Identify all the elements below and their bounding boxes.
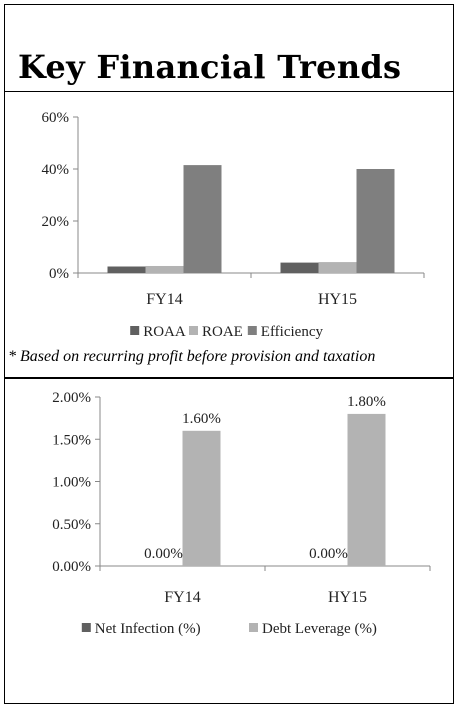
legend-swatch: [130, 326, 140, 335]
bar-efficiency: [356, 169, 395, 273]
legend-label: ROAA: [143, 324, 186, 340]
slide-frame: [4, 4, 454, 704]
data-label: 0.00%: [144, 546, 183, 562]
x-category-label: HY15: [328, 589, 367, 606]
x-category-label: HY15: [318, 291, 357, 308]
y-tick-label: 1.50%: [52, 432, 91, 448]
chart-infection-leverage: 0.00% 0.50% 1.00% 1.50% 2.00% FY14 0.00% 1.60% H…: [52, 390, 431, 637]
data-label: 1.80%: [347, 394, 386, 410]
bar-roae: [318, 262, 357, 273]
y-tick-label: 40%: [42, 162, 70, 178]
section-rule: [5, 377, 453, 379]
legend-label: ROAE: [202, 324, 243, 340]
data-label: 1.60%: [182, 411, 221, 427]
legend-label: Efficiency: [261, 324, 324, 340]
footnote: * Based on recurring profit before provi…: [8, 348, 376, 365]
bar-debt-leverage: [182, 430, 221, 566]
y-tick-label: 0.00%: [52, 559, 91, 575]
y-tick-label: 1.00%: [52, 475, 91, 491]
legend-swatch: [249, 623, 258, 632]
legend-label: Net Infection (%): [95, 621, 201, 637]
y-tick-label: 0.50%: [52, 517, 91, 533]
y-tick-label: 60%: [42, 110, 70, 126]
bar-roae: [145, 265, 184, 273]
y-tick-label: 0%: [49, 266, 69, 282]
data-label: 0.00%: [309, 546, 348, 562]
bar-roaa: [280, 262, 319, 273]
bar-debt-leverage: [347, 413, 386, 566]
legend-label: Debt Leverage (%): [262, 621, 377, 637]
x-category-label: FY14: [164, 589, 200, 606]
chart-return-efficiency: 0% 20% 40% 60% FY14 HY15 ROAA ROAE Efficiency: [42, 110, 425, 340]
y-tick-label: 20%: [42, 214, 70, 230]
title-rule: [5, 91, 453, 92]
y-tick-label: 2.00%: [52, 390, 91, 406]
page-title: Key Financial Trends: [18, 48, 402, 86]
bar-roaa: [107, 266, 146, 273]
legend-swatch: [247, 326, 257, 335]
legend-swatch: [81, 623, 91, 632]
x-category-label: FY14: [146, 291, 182, 308]
bar-efficiency: [183, 165, 222, 273]
legend-swatch: [189, 326, 198, 335]
